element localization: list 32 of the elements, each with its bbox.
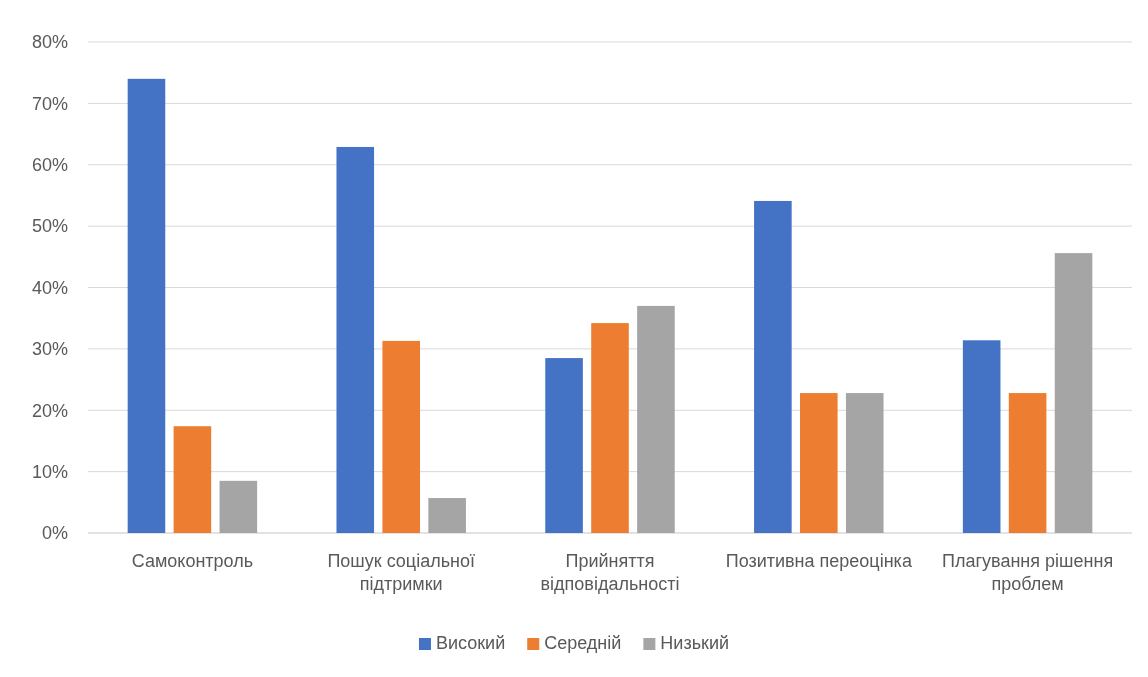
bar [173,426,212,533]
bar [637,305,675,533]
y-tick-label: 20% [31,400,68,421]
bar [428,498,466,533]
bar [336,146,375,533]
x-tick-label: Позитивна переоцінка [725,551,913,571]
bar [800,393,838,533]
x-tick-label: Прийняття відповідальності [540,551,680,595]
x-tick-label: Самоконтроль [131,551,254,571]
bar [127,78,166,533]
bar [1054,253,1093,533]
y-tick-label: 60% [31,155,68,176]
y-tick-label: 40% [31,277,68,298]
bar [1008,393,1047,533]
bar [219,480,258,533]
legend-label: Низький [660,633,730,653]
x-tick-label: Пошук соціальної підтримки [327,551,476,595]
bar [545,358,583,533]
bar [962,340,1001,533]
legend-label: Середній [544,633,622,653]
bar [382,340,420,533]
bar [591,323,629,533]
y-tick-label: 50% [31,216,68,237]
legend-label: Високий [435,633,506,653]
y-tick-label: 30% [31,339,68,360]
bar [845,393,884,533]
x-tick-label: Плагування рішення проблем [942,551,1114,595]
bar [754,200,792,533]
y-tick-label: 10% [31,461,68,482]
y-tick-label: 70% [31,93,68,114]
y-tick-label: 0% [41,523,68,544]
y-tick-label: 80% [31,32,68,53]
